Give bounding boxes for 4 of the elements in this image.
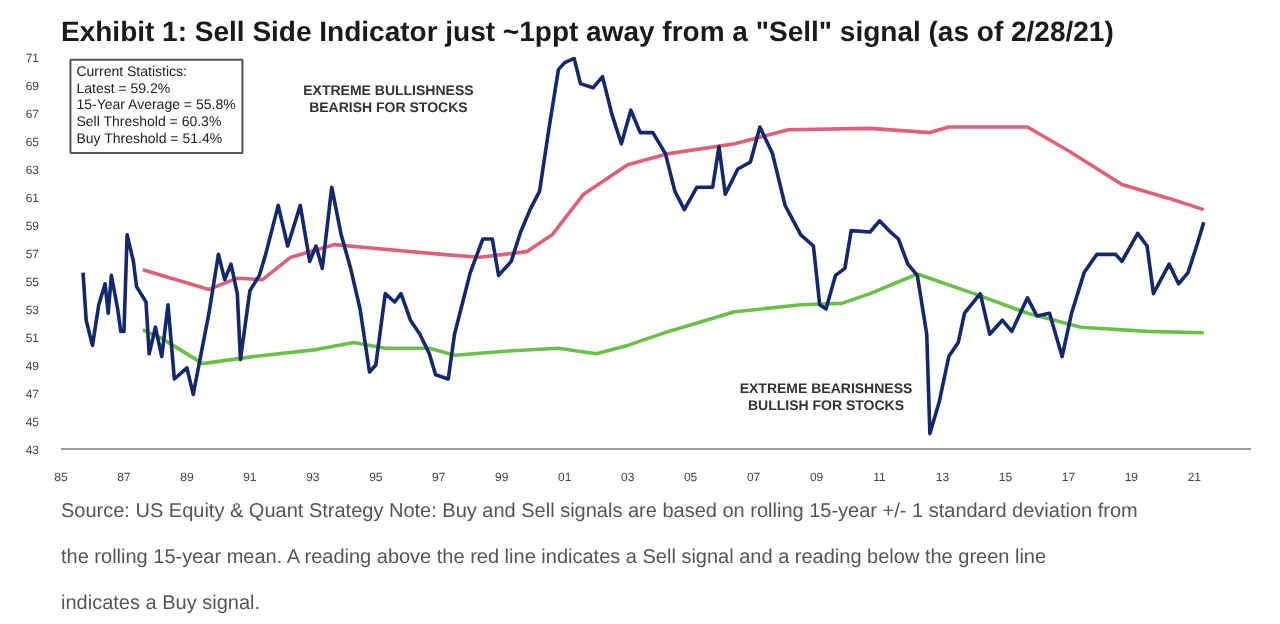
line-series bbox=[141, 272, 1206, 366]
text: Source: US Equity & Quant Strategy Note: Buy and Sell signals are based on rolling 15-year +/- 1 standard deviation from the rolling 15-year mean. A reading above the red line indicates a Sell signal and a reading below the green line indicates a Buy signal. bbox=[61, 501, 1138, 615]
line-series bbox=[81, 57, 1206, 436]
chart-title: Exhibit 1: Sell Side Indicator just ~1ppt away from a "Sell" signal (as of 2/28/21) bbox=[61, 15, 1114, 47]
